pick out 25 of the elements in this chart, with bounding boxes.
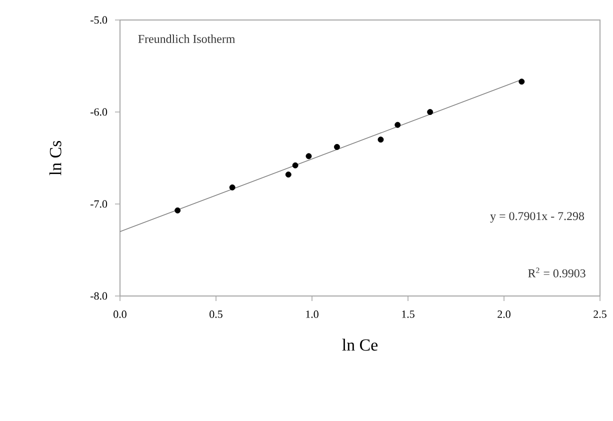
point [334,144,340,150]
x-tick-label: 1.0 [306,310,318,318]
point [427,109,434,115]
x-axis-title: ln Ce [342,338,378,351]
point [394,122,401,128]
point [292,162,298,168]
annotation: Freundlich Isotherm [138,34,236,43]
y-tick-label: -6.0 [90,108,108,116]
x-tick-label: 2.0 [498,310,510,318]
x-tick-label: 0.0 [114,310,126,318]
y-tick-label: -8.0 [90,292,108,300]
point [518,78,525,85]
y-axis-title: ln Cs [49,140,62,176]
x-tick-label: 1.5 [402,310,414,318]
x-tick-label: 0.5 [210,310,222,318]
point [229,184,236,190]
annotation: R$^{2}$ = 0.9903 [528,268,586,278]
point [378,136,384,143]
point [174,207,181,214]
x-tick-label: 2.5 [594,310,606,318]
y-tick-label: -7.0 [90,200,108,208]
y-tick-label: -5.0 [90,16,108,24]
point [285,172,292,178]
point [306,153,312,160]
annotation: y = 0.7901x - 7.298 [490,212,584,223]
